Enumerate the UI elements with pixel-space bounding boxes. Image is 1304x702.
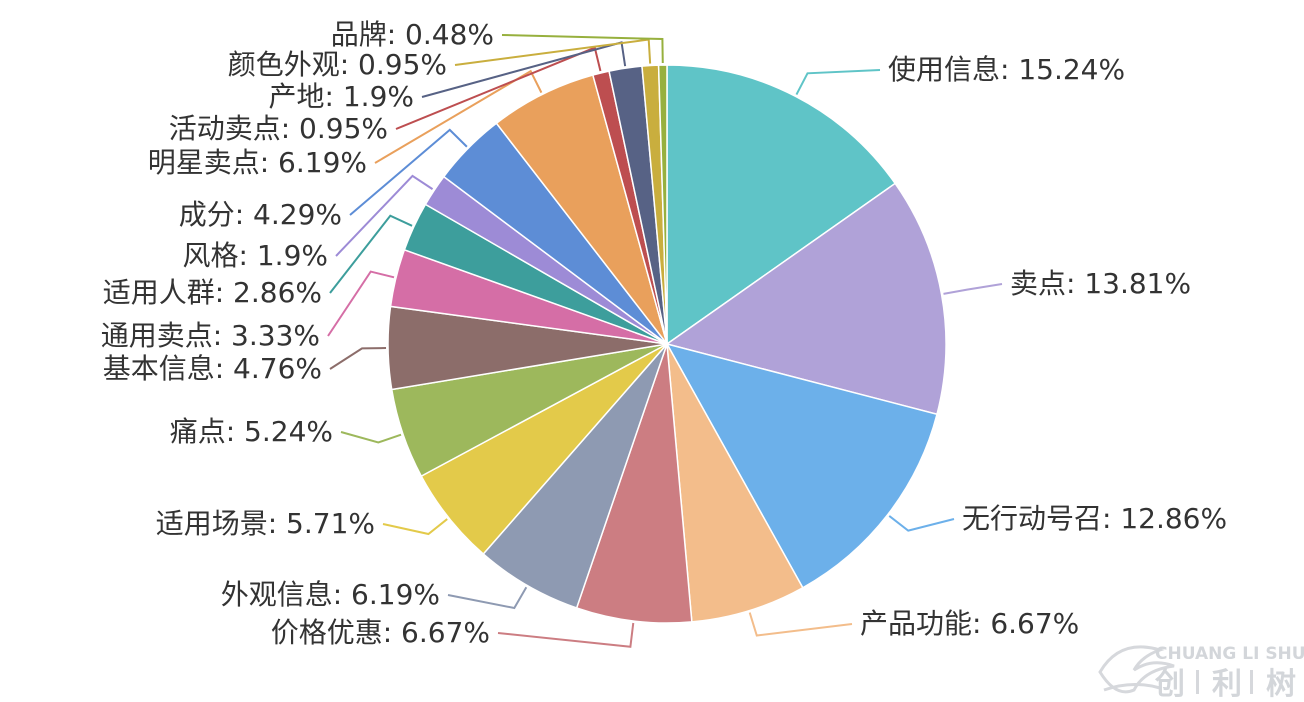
- slice-label-15: 活动卖点: 0.95%: [169, 112, 388, 145]
- slice-label-2: 卖点: 13.81%: [1010, 267, 1191, 300]
- leader-line-1: [795, 69, 881, 96]
- leader-line-13: [349, 128, 468, 216]
- watermark-char-1: 创: [1154, 667, 1185, 702]
- pie-slice-4: [666, 343, 804, 623]
- pie-slices: [387, 64, 947, 624]
- leader-line-10: [327, 270, 395, 337]
- leader-line-15: [395, 46, 602, 130]
- slice-label-7: 适用场景: 5.71%: [156, 507, 375, 540]
- slice-label-1: 使用信息: 15.24%: [888, 53, 1125, 86]
- leader-line-18: [501, 34, 664, 64]
- slice-label-6: 外观信息: 6.19%: [221, 578, 440, 611]
- leader-line-7: [382, 518, 448, 536]
- leader-line-5: [497, 622, 635, 648]
- slice-label-17: 颜色外观: 0.95%: [228, 48, 447, 81]
- leader-line-6: [447, 586, 528, 610]
- watermark-char-2: 利: [1212, 667, 1242, 702]
- leader-line-4: [748, 612, 853, 637]
- leader-line-12: [335, 174, 434, 257]
- slice-label-12: 风格: 1.9%: [183, 239, 328, 272]
- slice-label-3: 无行动号召: 12.86%: [962, 502, 1227, 535]
- pie-slice-2: [665, 182, 947, 416]
- slice-label-5: 价格优惠: 6.67%: [271, 616, 490, 649]
- leader-line-11: [329, 214, 413, 294]
- slice-label-4: 产品功能: 6.67%: [860, 607, 1079, 640]
- leader-line-8: [340, 431, 402, 444]
- leader-line-3: [888, 515, 955, 532]
- slice-label-16: 产地: 1.9%: [269, 80, 414, 113]
- watermark-latin-text: CHUANG LI SHU: [1155, 644, 1304, 664]
- pie-slice-3: [665, 342, 938, 589]
- slice-label-9: 基本信息: 4.76%: [103, 352, 322, 385]
- slice-label-10: 通用卖点: 3.33%: [101, 319, 320, 352]
- pie-slice-5: [575, 343, 693, 624]
- slice-label-8: 痛点: 5.24%: [170, 415, 333, 448]
- leader-line-2: [943, 283, 1003, 295]
- bird-logo-icon: [1098, 645, 1175, 694]
- watermark-char-3: 树: [1266, 667, 1296, 702]
- leader-lines: [327, 34, 1003, 648]
- leader-line-9: [329, 347, 387, 370]
- pie-slice-18: [657, 64, 668, 345]
- leader-line-14: [374, 69, 543, 164]
- slice-label-13: 成分: 4.29%: [179, 198, 342, 231]
- watermark-divider: [1250, 670, 1253, 694]
- watermark-divider: [1196, 670, 1199, 694]
- slice-label-11: 适用人群: 2.86%: [103, 276, 322, 309]
- slice-label-18: 品牌: 0.48%: [331, 18, 494, 51]
- slice-label-14: 明星卖点: 6.19%: [148, 146, 367, 179]
- slice-labels: 使用信息: 15.24% 卖点: 13.81% 无行动号召: 12.86% 产品功能:…: [101, 18, 1227, 649]
- watermark-logo: CHUANG LI SHU 创 利 树: [1098, 644, 1304, 702]
- pie-slice-1: [666, 64, 897, 346]
